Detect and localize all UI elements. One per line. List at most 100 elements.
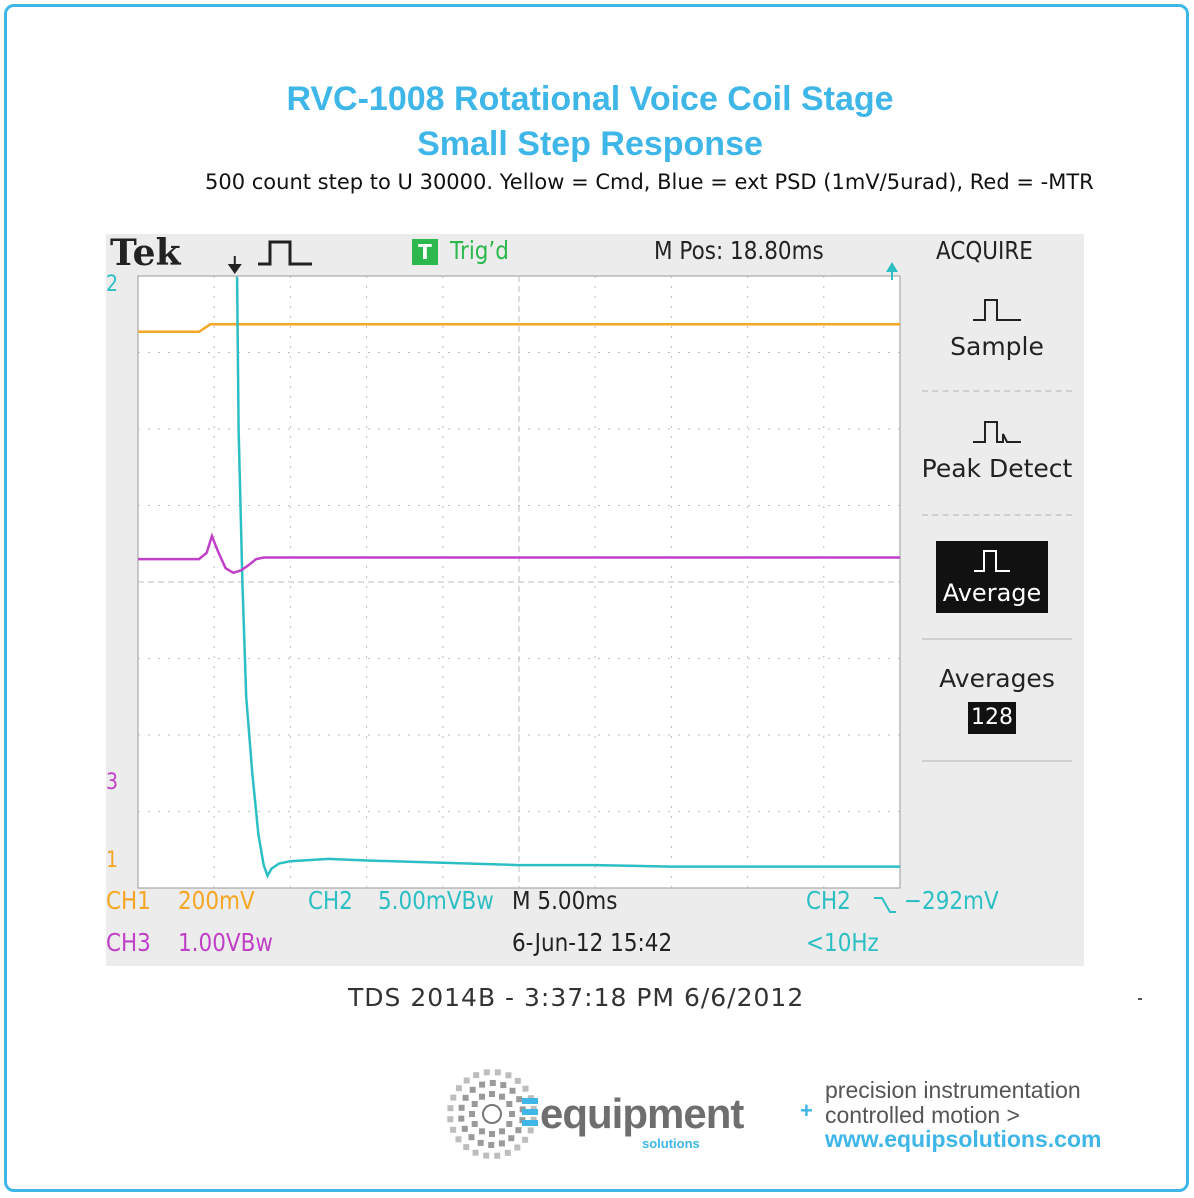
average-icon: [974, 550, 1010, 572]
gear-tooth: [522, 1085, 529, 1092]
gear-tooth: [472, 1149, 479, 1156]
logo-wordmark: equipment: [540, 1090, 744, 1137]
ch2-marker: 2: [106, 272, 119, 297]
gear-tooth: [455, 1085, 462, 1092]
gear-tooth: [468, 1134, 475, 1141]
series-line-ch1: [138, 322, 900, 334]
gear-tooth: [463, 1077, 470, 1084]
gear-tooth: [499, 1128, 505, 1135]
gear-tooth: [509, 1111, 515, 1117]
gear-tooth: [483, 1069, 490, 1076]
menu-averages[interactable]: Averages: [939, 664, 1055, 693]
tagline-1: precision instrumentation: [825, 1077, 1081, 1103]
gear-tooth: [489, 1091, 495, 1097]
series-line-ch2: [235, 276, 900, 879]
gear-tooth: [494, 1069, 501, 1076]
gear-logo-icon: [447, 1069, 537, 1159]
averages-value[interactable]: 128: [968, 702, 1016, 734]
gear-tooth: [473, 1072, 480, 1079]
page-title: RVC-1008 Rotational Voice Coil Stage: [286, 80, 894, 118]
timebase: M 5.00ms: [512, 886, 618, 915]
gear-tooth: [458, 1104, 465, 1111]
date-time: 6-Jun-12 15:42: [512, 928, 673, 957]
gear-tooth: [505, 1072, 512, 1079]
m-pos-readout: M Pos: 18.80ms: [654, 236, 824, 265]
gear-tooth: [455, 1136, 462, 1143]
trigger-position-marker: [227, 264, 242, 274]
tagline-2: controlled motion >: [825, 1102, 1020, 1128]
website-link[interactable]: www.equipsolutions.com: [825, 1126, 1102, 1152]
gear-tooth: [530, 1116, 537, 1123]
gear-tooth: [479, 1128, 485, 1135]
trigger-source: CH2: [806, 886, 851, 915]
gear-tooth: [447, 1105, 454, 1112]
falling-edge-icon: [874, 897, 896, 913]
trigger-level-marker: [886, 262, 898, 272]
menu-peak-detect[interactable]: Peak Detect: [921, 454, 1073, 483]
menu-title: ACQUIRE: [936, 236, 1033, 265]
gear-tooth: [506, 1101, 513, 1107]
bandwidth-freq: <10Hz: [806, 928, 879, 957]
gear-tooth: [499, 1093, 505, 1100]
gear-tooth: [498, 1140, 505, 1147]
gear-tooth: [450, 1094, 457, 1101]
gear-tooth: [488, 1142, 495, 1148]
page-frame: [4, 4, 1189, 1192]
gear-tooth: [527, 1127, 534, 1134]
gear-tooth: [477, 1139, 484, 1146]
menu-average[interactable]: Average: [936, 541, 1048, 613]
gear-tooth: [471, 1101, 478, 1107]
ch3-scale: 1.00VBw: [178, 928, 273, 957]
model-timestamp: TDS 2014B - 3:37:18 PM 6/6/2012: [348, 983, 805, 1012]
gear-tooth: [530, 1105, 537, 1112]
menu-sample[interactable]: Sample: [950, 332, 1044, 361]
gear-tooth: [461, 1125, 468, 1132]
gear-tooth: [514, 1077, 521, 1084]
trigger-pulse-icon: [258, 240, 312, 266]
ch3-label: CH3: [106, 928, 151, 957]
stray-mark: [1138, 998, 1142, 1000]
gear-tooth: [469, 1111, 475, 1117]
plus-icon: +: [800, 1098, 813, 1123]
gear-tooth: [483, 1152, 490, 1159]
sample-icon: [922, 294, 1072, 330]
menu-divider: [922, 514, 1072, 516]
series-line-ch3: [138, 532, 900, 575]
gear-tooth: [522, 1136, 529, 1143]
peak-detect-icon: [922, 416, 1072, 452]
trig-status: Trig’d: [450, 236, 509, 265]
logo-subtext: solutions: [642, 1136, 700, 1151]
trigger-level: −292mV: [904, 886, 999, 915]
waveform-plot: [137, 256, 901, 889]
trig-badge: T: [412, 239, 438, 265]
ch3-marker: 3: [106, 770, 119, 795]
menu-divider: [922, 638, 1072, 640]
gear-tooth: [450, 1126, 457, 1133]
gear-tooth: [515, 1127, 522, 1134]
gear-tooth: [514, 1144, 521, 1151]
page-subtitle: Small Step Response: [417, 125, 763, 163]
ch1-marker: 1: [106, 848, 119, 873]
gear-tooth: [469, 1086, 476, 1093]
menu-divider: [922, 760, 1072, 762]
gear-tooth: [500, 1082, 507, 1089]
tek-brand: Tek: [110, 232, 181, 274]
ch2-scale: 5.00mVBw: [378, 886, 494, 915]
gear-tooth: [458, 1115, 465, 1122]
gear-tooth: [489, 1131, 495, 1137]
gear-tooth: [447, 1116, 454, 1123]
caption: 500 count step to U 30000. Yellow = Cmd,…: [205, 170, 1094, 194]
gear-tooth: [479, 1081, 486, 1088]
gear-tooth: [506, 1121, 513, 1127]
gear-tooth: [479, 1093, 485, 1100]
gear-tooth: [462, 1094, 469, 1101]
gear-tooth: [489, 1080, 496, 1086]
gear-tooth: [494, 1152, 501, 1159]
gear-tooth: [508, 1135, 515, 1142]
menu-average-label: Average: [942, 579, 1042, 607]
gear-tooth: [504, 1149, 511, 1156]
gear-tooth: [463, 1144, 470, 1151]
gear-tooth: [516, 1096, 523, 1103]
oscilloscope-screen: Tek T Trig’d M Pos: 18.80ms ACQUIRE 2 3 …: [106, 232, 1084, 966]
gear-tooth: [471, 1121, 478, 1127]
